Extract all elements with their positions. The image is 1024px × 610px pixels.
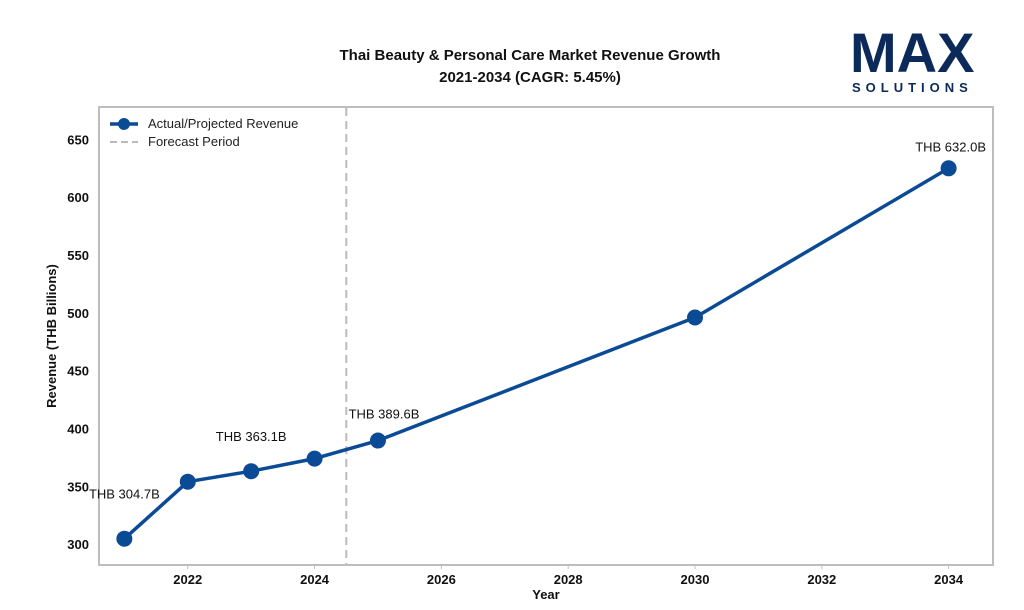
data-label-2025: THB 389.6B [349,407,420,422]
y-tick-label-300: 300 [67,537,89,552]
data-point-2030 [687,309,703,326]
y-axis-label: Revenue (THB Billions) [44,264,59,408]
data-point-2022 [179,473,196,490]
data-point-2024 [306,450,323,467]
y-tick-label-500: 500 [67,306,89,321]
y-tick-label-600: 600 [67,190,89,205]
data-point-2021 [116,530,133,547]
x-tick-label-2028: 2028 [554,572,583,587]
y-tick-label-550: 550 [67,248,89,263]
x-tick-label-2032: 2032 [807,572,836,587]
legend: Actual/Projected Revenue Forecast Period [110,116,298,149]
chart-subtitle: 2021-2034 (CAGR: 5.45%) [439,69,621,86]
series-revenue [116,160,957,547]
data-label-2023: THB 363.1B [216,429,287,444]
data-point-2025 [369,432,386,449]
x-tick-label-2022: 2022 [173,572,202,587]
x-tick-label-2024: 2024 [300,572,330,587]
legend-series-marker [118,118,130,130]
logo-main-text: MAX [850,21,974,84]
chart-title: Thai Beauty & Personal Care Market Reven… [340,47,721,64]
y-tick-label-450: 450 [67,364,89,379]
data-point-2034 [940,160,957,177]
x-tick-label-2034: 2034 [934,572,964,587]
data-label-2034: THB 632.0B [915,139,986,154]
axis-ticks: 2022 2024 2026 2028 2030 2032 2034 300 350 400 450… [67,132,964,587]
plot-area [98,106,994,566]
x-tick-label-2030: 2030 [681,572,710,587]
legend-series-label: Actual/Projected Revenue [148,116,298,131]
data-label-2021: THB 304.7B [89,487,160,502]
x-tick-label-2026: 2026 [427,572,456,587]
y-tick-label-650: 650 [67,132,89,147]
y-tick-label-400: 400 [67,422,89,437]
logo-sub-text: SOLUTIONS [852,80,973,95]
data-point-2023 [243,463,260,480]
data-labels: THB 304.7B THB 363.1B THB 389.6B THB 632.0B [89,139,986,501]
legend-forecast-label: Forecast Period [148,134,240,149]
y-tick-label-350: 350 [67,479,89,494]
x-axis-label: Year [532,587,559,602]
max-solutions-logo: MAX SOLUTIONS [850,21,974,95]
